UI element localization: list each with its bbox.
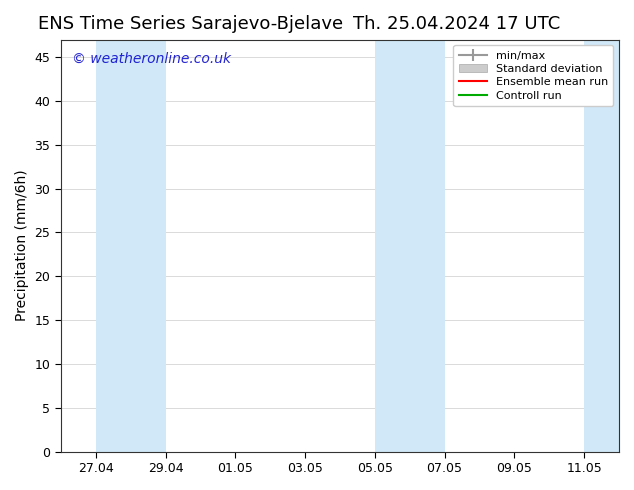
- Text: © weatheronline.co.uk: © weatheronline.co.uk: [72, 52, 231, 66]
- Bar: [584, 40, 619, 452]
- Legend: min/max, Standard deviation, Ensemble mean run, Controll run: min/max, Standard deviation, Ensemble me…: [453, 45, 614, 106]
- Bar: [375, 40, 444, 452]
- Bar: [96, 40, 165, 452]
- Y-axis label: Precipitation (mm/6h): Precipitation (mm/6h): [15, 170, 29, 321]
- Text: Th. 25.04.2024 17 UTC: Th. 25.04.2024 17 UTC: [353, 15, 560, 33]
- Text: ENS Time Series Sarajevo-Bjelave: ENS Time Series Sarajevo-Bjelave: [37, 15, 343, 33]
